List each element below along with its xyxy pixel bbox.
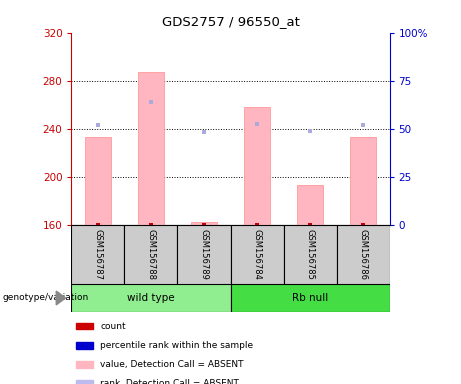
Bar bbox=[71, 284, 230, 312]
Bar bbox=[138, 72, 164, 225]
Bar bbox=[76, 342, 93, 349]
Text: rank, Detection Call = ABSENT: rank, Detection Call = ABSENT bbox=[100, 379, 239, 384]
Text: GSM156786: GSM156786 bbox=[359, 229, 367, 280]
Text: wild type: wild type bbox=[127, 293, 175, 303]
Text: GSM156787: GSM156787 bbox=[94, 229, 102, 280]
Text: percentile rank within the sample: percentile rank within the sample bbox=[100, 341, 253, 350]
Text: GSM156785: GSM156785 bbox=[306, 229, 314, 280]
Bar bbox=[85, 137, 111, 225]
Text: value, Detection Call = ABSENT: value, Detection Call = ABSENT bbox=[100, 360, 243, 369]
Bar bbox=[76, 361, 93, 368]
Bar bbox=[230, 225, 284, 284]
Bar bbox=[191, 222, 217, 225]
Text: GSM156784: GSM156784 bbox=[253, 229, 261, 280]
Text: count: count bbox=[100, 321, 126, 331]
Bar bbox=[284, 225, 337, 284]
Bar bbox=[244, 107, 270, 225]
Bar bbox=[350, 137, 376, 225]
Bar bbox=[76, 323, 93, 329]
Bar bbox=[337, 225, 390, 284]
Bar bbox=[230, 284, 390, 312]
Text: GSM156789: GSM156789 bbox=[200, 229, 208, 280]
Text: Rb null: Rb null bbox=[292, 293, 328, 303]
Text: GSM156788: GSM156788 bbox=[147, 229, 155, 280]
Text: GDS2757 / 96550_at: GDS2757 / 96550_at bbox=[161, 15, 300, 28]
Bar bbox=[297, 185, 323, 225]
Bar bbox=[71, 225, 124, 284]
Text: genotype/variation: genotype/variation bbox=[2, 293, 89, 303]
Bar bbox=[177, 225, 230, 284]
Bar bbox=[76, 380, 93, 384]
Bar bbox=[124, 225, 177, 284]
